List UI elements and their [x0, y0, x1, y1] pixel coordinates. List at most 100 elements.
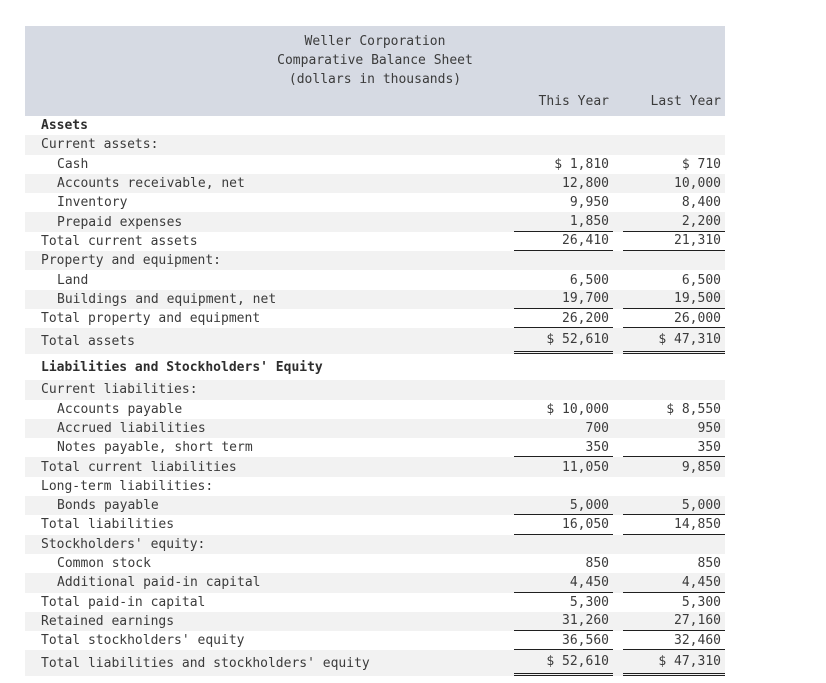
last-year-value: [623, 116, 725, 135]
last-year-value: [623, 535, 725, 554]
this-year-value: 6,500: [569, 272, 609, 288]
row-label: Liabilities and Stockholders' Equity: [41, 359, 323, 375]
last-year-value: 32,460: [623, 631, 725, 651]
table-row: Inventory 9,950 8,400: [25, 193, 725, 212]
table-row: Stockholders' equity:: [25, 534, 725, 554]
table-row: Property and equipment:: [25, 251, 725, 271]
row-label: Common stock: [57, 556, 151, 572]
this-year-value: $ 1,810: [554, 156, 609, 172]
table-row: Total liabilities 16,050 14,850: [25, 515, 725, 535]
column-header-row: This Year Last Year: [25, 89, 725, 116]
last-year-value: 950: [697, 421, 721, 436]
row-label: Additional paid-in capital: [57, 575, 261, 591]
this-year-value: 26,200: [514, 309, 613, 329]
last-year-value: 6,500: [681, 272, 721, 288]
this-year-value: 9,950: [569, 195, 609, 211]
row-label: Notes payable, short term: [57, 440, 253, 456]
this-year-value: 700: [585, 421, 609, 436]
last-year-value: [623, 135, 725, 154]
row-label: Property and equipment:: [41, 253, 222, 269]
this-year-value: $ 52,610: [514, 650, 613, 677]
row-label: Land: [57, 272, 89, 288]
row-label: Total liabilities and stockholders' equi…: [41, 655, 370, 671]
row-label: Stockholders' equity:: [41, 536, 206, 552]
row-label: Retained earnings: [41, 613, 175, 629]
last-year-value: 14,850: [623, 515, 725, 535]
last-year-value: [623, 380, 725, 399]
table-row: Accounts payable $ 10,000 $ 8,550: [25, 400, 725, 419]
this-year-value: [514, 116, 613, 135]
table-row: Accounts receivable, net 12,800 10,000: [25, 173, 725, 194]
statement-header-band: Weller Corporation Comparative Balance S…: [25, 26, 725, 116]
last-year-value: $ 47,310: [623, 328, 725, 355]
last-year-value: 4,450: [623, 573, 725, 593]
this-year-value: 19,700: [514, 290, 613, 309]
this-year-value: 850: [585, 556, 609, 572]
last-year-value: 8,400: [681, 195, 721, 211]
last-year-value: [623, 354, 725, 380]
last-year-value: 19,500: [623, 290, 725, 309]
company-name: Weller Corporation: [304, 34, 446, 49]
statement-title: Comparative Balance Sheet: [277, 53, 473, 68]
table-row: Current liabilities:: [25, 380, 725, 400]
this-year-value: 11,050: [562, 459, 609, 475]
table-row: Accrued liabilities 700 950: [25, 418, 725, 439]
table-row: Buildings and equipment, net 19,700 19,500: [25, 289, 725, 309]
this-year-value: [514, 477, 613, 496]
this-year-value: [514, 535, 613, 554]
table-row: Total liabilities and stockholders' equi…: [25, 650, 725, 677]
row-label: Accounts receivable, net: [57, 176, 245, 192]
table-row: Cash $ 1,810 $ 710: [25, 155, 725, 174]
column-header-last-year: Last Year: [650, 93, 721, 109]
table-row: Notes payable, short term 350 350: [25, 438, 725, 458]
row-label: Total current liabilities: [41, 459, 237, 475]
row-label: Buildings and equipment, net: [57, 291, 277, 307]
column-header-this-year: This Year: [538, 93, 609, 109]
last-year-value: $ 8,550: [666, 401, 721, 417]
table-row: Current assets:: [25, 135, 725, 155]
table-row: Long-term liabilities:: [25, 477, 725, 496]
table-row: Additional paid-in capital 4,450 4,450: [25, 573, 725, 593]
this-year-value: 26,410: [514, 232, 613, 252]
this-year-value: 4,450: [514, 573, 613, 593]
last-year-value: 26,000: [623, 309, 725, 329]
this-year-value: 16,050: [514, 515, 613, 535]
row-label: Current assets:: [41, 137, 159, 153]
row-label: Cash: [57, 156, 89, 172]
this-year-value: 350: [514, 438, 613, 458]
table-row: Total paid-in capital 5,300 5,300: [25, 593, 725, 612]
table-row: Common stock 850 850: [25, 554, 725, 573]
row-label: Total property and equipment: [41, 311, 261, 327]
row-label: Current liabilities:: [41, 382, 198, 398]
table-row: Prepaid expenses 1,850 2,200: [25, 212, 725, 232]
row-label: Total liabilities: [41, 517, 175, 533]
table-row: Liabilities and Stockholders' Equity: [25, 354, 725, 380]
last-year-value: 10,000: [674, 176, 721, 192]
table-row: Land 6,500 6,500: [25, 270, 725, 289]
table-row: Retained earnings 31,260 27,160: [25, 611, 725, 632]
balance-sheet: Weller Corporation Comparative Balance S…: [25, 26, 725, 677]
this-year-value: [514, 354, 613, 380]
row-label: Total paid-in capital: [41, 594, 206, 610]
table-row: Total stockholders' equity 36,560 32,460: [25, 631, 725, 651]
row-label: Inventory: [57, 195, 128, 211]
row-label: Prepaid expenses: [57, 214, 183, 230]
statement-units: (dollars in thousands): [288, 72, 462, 87]
table-row: Total assets $ 52,610 $ 47,310: [25, 328, 725, 355]
last-year-value: 850: [697, 556, 721, 572]
row-label: Total stockholders' equity: [41, 633, 245, 649]
this-year-value: 1,850: [514, 212, 613, 232]
last-year-value: 5,300: [681, 594, 721, 610]
this-year-value: [514, 251, 613, 270]
this-year-value: 12,800: [562, 176, 609, 192]
row-label: Assets: [41, 118, 88, 134]
this-year-value: [514, 135, 613, 154]
last-year-value: [623, 251, 725, 270]
last-year-value: $ 710: [681, 156, 721, 172]
last-year-value: $ 47,310: [623, 650, 725, 677]
table-row: Total current liabilities 11,050 9,850: [25, 457, 725, 477]
last-year-value: 350: [623, 438, 725, 458]
last-year-value: [623, 477, 725, 496]
this-year-value: 36,560: [514, 631, 613, 651]
this-year-value: $ 10,000: [546, 401, 609, 417]
